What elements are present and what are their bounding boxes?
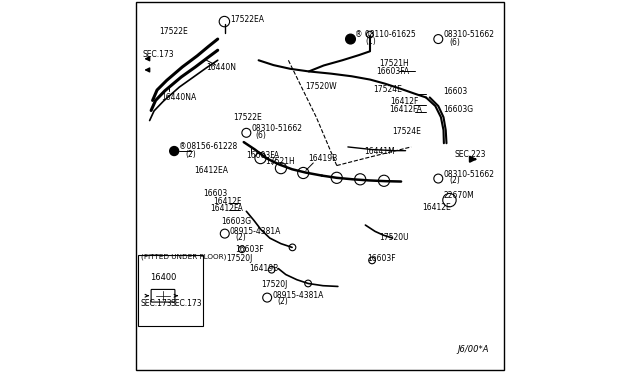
Text: 16412E: 16412E (422, 203, 451, 212)
Text: 08915-4381A: 08915-4381A (230, 227, 282, 235)
Text: 16603: 16603 (203, 189, 227, 198)
Text: 16412EA: 16412EA (195, 166, 228, 175)
Text: 16400: 16400 (150, 273, 176, 282)
Text: B: B (348, 36, 353, 42)
Circle shape (219, 16, 230, 27)
Text: ®08156-61228: ®08156-61228 (179, 142, 237, 151)
Text: 16603FA: 16603FA (246, 151, 280, 160)
Text: S: S (244, 130, 248, 135)
Text: (2): (2) (186, 150, 196, 159)
Text: 16419B: 16419B (308, 154, 337, 163)
Circle shape (369, 257, 376, 264)
Text: 17522EA: 17522EA (230, 15, 264, 23)
Text: 17520J: 17520J (261, 280, 287, 289)
Circle shape (367, 31, 373, 38)
Text: SEC.173: SEC.173 (141, 299, 172, 308)
Text: 16603F: 16603F (367, 254, 396, 263)
Text: 22670M: 22670M (444, 191, 474, 200)
Text: 17522E: 17522E (234, 113, 262, 122)
Text: 16603G: 16603G (443, 105, 473, 114)
Bar (138, 255, 203, 326)
Text: (1): (1) (365, 37, 376, 46)
Circle shape (346, 34, 355, 44)
Text: (6): (6) (255, 131, 266, 140)
Text: 08310-51662: 08310-51662 (444, 170, 495, 179)
Circle shape (443, 193, 456, 207)
Circle shape (275, 163, 287, 174)
Text: 16440N: 16440N (206, 63, 236, 72)
Circle shape (220, 229, 229, 238)
Text: 16441M: 16441M (364, 147, 395, 156)
Circle shape (298, 167, 309, 179)
Circle shape (170, 147, 179, 155)
Circle shape (378, 175, 390, 186)
Circle shape (268, 266, 275, 273)
FancyBboxPatch shape (151, 289, 175, 302)
Text: 17520U: 17520U (379, 233, 408, 242)
Circle shape (305, 280, 312, 287)
Text: W: W (264, 295, 270, 300)
Text: 16603FA: 16603FA (376, 67, 409, 76)
Text: 16419B: 16419B (250, 264, 278, 273)
Text: 16412FA: 16412FA (211, 204, 243, 213)
Text: 17522E: 17522E (159, 27, 188, 36)
Text: 17521H: 17521H (379, 59, 408, 68)
Text: 17524E: 17524E (373, 85, 402, 94)
Circle shape (434, 35, 443, 44)
Text: 17524E: 17524E (392, 127, 420, 136)
Text: (6): (6) (449, 38, 460, 46)
Text: 16440NA: 16440NA (161, 93, 196, 102)
Circle shape (434, 174, 443, 183)
Text: S: S (436, 176, 440, 181)
Text: 16603F: 16603F (235, 245, 264, 254)
Text: (2): (2) (235, 233, 246, 242)
Text: 16603: 16603 (443, 87, 467, 96)
Circle shape (242, 128, 251, 137)
Text: 16412F: 16412F (213, 197, 241, 206)
Text: 08915-4381A: 08915-4381A (273, 291, 324, 299)
Text: 17521H: 17521H (265, 157, 294, 166)
Text: SEC.173: SEC.173 (142, 49, 174, 58)
Text: (2): (2) (449, 176, 460, 185)
Text: (FITTED UNDER FLOOR): (FITTED UNDER FLOOR) (141, 254, 226, 260)
Text: ® 08110-61625: ® 08110-61625 (355, 30, 416, 39)
Text: 08310-51662: 08310-51662 (444, 30, 495, 39)
Text: S: S (436, 36, 440, 42)
Text: 16412FA: 16412FA (389, 105, 422, 113)
Text: 17520W: 17520W (305, 81, 337, 90)
Text: 16412F: 16412F (390, 97, 419, 106)
Text: (2): (2) (277, 297, 288, 306)
Circle shape (331, 172, 342, 183)
Circle shape (289, 244, 296, 251)
Text: SEC.173: SEC.173 (170, 299, 202, 308)
Circle shape (239, 246, 245, 253)
Circle shape (262, 293, 271, 302)
Circle shape (355, 174, 365, 185)
Text: 17520J: 17520J (227, 254, 253, 263)
Text: 08310-51662: 08310-51662 (251, 124, 302, 133)
Text: W: W (222, 231, 227, 236)
Text: 16603G: 16603G (221, 217, 252, 226)
Text: J6/00*A: J6/00*A (458, 344, 489, 353)
Circle shape (255, 153, 266, 164)
Text: SEC.223: SEC.223 (454, 150, 486, 159)
Text: B: B (172, 148, 177, 154)
